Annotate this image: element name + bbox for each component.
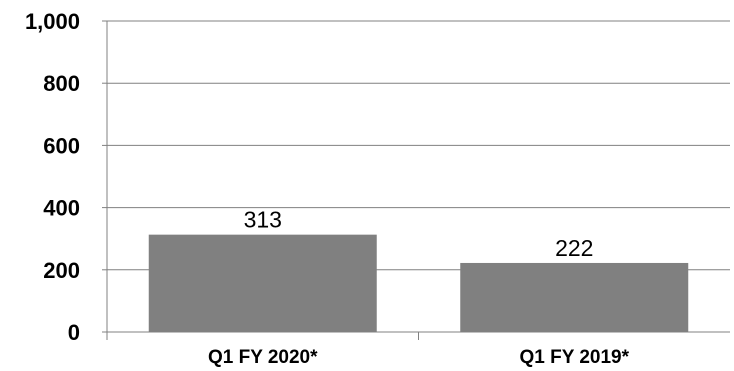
y-tick-label: 800	[43, 71, 80, 96]
bar-1	[148, 234, 377, 332]
data-label-1: 313	[244, 207, 282, 233]
y-tick-label: 1,000	[25, 9, 80, 34]
gridlines	[107, 20, 730, 271]
x-category-label-1: Q1 FY 2020*	[208, 347, 318, 368]
bars	[148, 234, 689, 332]
x-category-labels: Q1 FY 2020* Q1 FY 2019*	[208, 347, 630, 368]
y-tick-label: 400	[43, 196, 80, 221]
y-tick-label: 200	[43, 258, 80, 283]
data-labels: 313 222	[244, 207, 594, 261]
data-label-2: 222	[555, 235, 593, 261]
y-tick-label: 0	[68, 320, 80, 345]
bar-2	[460, 262, 689, 332]
y-tick-label: 600	[43, 133, 80, 158]
x-category-label-2: Q1 FY 2019*	[519, 347, 629, 368]
y-tick-labels: 0 200 400 600 800 1,000	[25, 9, 80, 345]
